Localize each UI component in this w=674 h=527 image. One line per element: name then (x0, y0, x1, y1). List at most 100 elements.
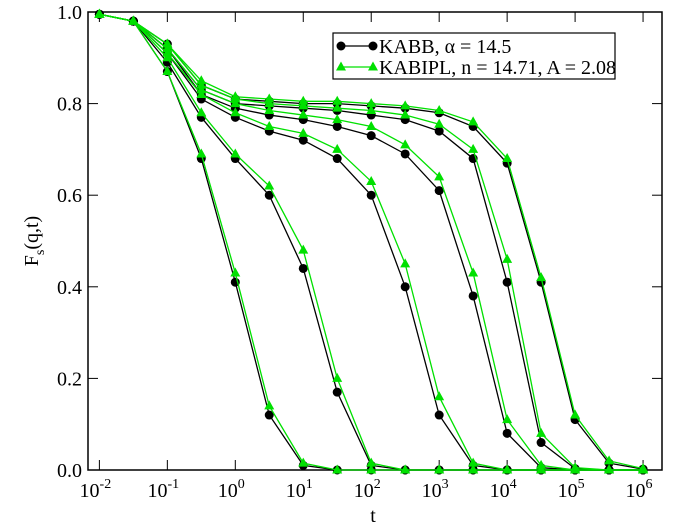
data-point (502, 253, 513, 263)
x-tick-exponent: -2 (100, 477, 112, 492)
data-point (162, 52, 173, 62)
data-point (298, 244, 309, 254)
data-point (536, 438, 546, 448)
data-point (230, 267, 241, 277)
plot-frame (87, 11, 663, 471)
x-tick-base: 10 (80, 480, 100, 502)
data-point (264, 410, 274, 420)
x-tick-label: 106 (626, 477, 653, 502)
legend-marker (368, 41, 378, 51)
y-tick-label: 0.8 (57, 94, 82, 116)
y-tick-label: 0.4 (57, 277, 82, 299)
data-point (400, 139, 411, 149)
data-point (638, 463, 649, 473)
curve-line (99, 13, 644, 471)
data-point (196, 84, 207, 94)
data-point (196, 148, 207, 158)
data-point (264, 121, 275, 130)
data-point (332, 143, 343, 153)
x-tick-base: 10 (422, 480, 442, 502)
x-tick-label: 10-1 (148, 477, 180, 502)
data-point (536, 464, 547, 474)
legend-label: KABIPL, n = 14.71, A = 2.08 (379, 57, 616, 79)
data-point (332, 387, 342, 397)
data-point (332, 464, 343, 474)
x-tick-exponent: 3 (442, 477, 449, 492)
data-point (332, 95, 343, 105)
curve-line (99, 13, 644, 471)
data-point (366, 175, 377, 185)
data-point (298, 95, 309, 105)
curve-line (99, 13, 644, 470)
curve-line (99, 13, 644, 471)
data-point (366, 190, 376, 200)
curve-line (99, 13, 644, 471)
x-tick-exponent: -1 (168, 477, 180, 492)
x-tick-label: 10-2 (80, 477, 112, 502)
data-point (434, 104, 445, 114)
data-point (502, 414, 513, 424)
x-tick-base: 10 (286, 480, 306, 502)
data-point (536, 427, 547, 437)
data-point (298, 263, 308, 273)
x-tick-exponent: 6 (646, 477, 653, 492)
y-tick-label: 0.0 (57, 460, 82, 482)
x-tick-label: 104 (490, 477, 517, 502)
x-tick-label: 102 (354, 477, 381, 502)
data-point (264, 180, 275, 190)
data-point (332, 154, 342, 164)
x-tick-exponent: 2 (374, 477, 381, 492)
data-point (162, 38, 173, 48)
data-point (604, 464, 615, 474)
x-tick-base: 10 (148, 480, 168, 502)
data-point (298, 109, 309, 119)
data-point (400, 149, 410, 159)
data-point (196, 88, 207, 98)
data-point (162, 43, 173, 53)
curve-line (99, 13, 644, 471)
x-tick-base: 10 (558, 480, 578, 502)
data-point (366, 98, 377, 108)
curve-line (99, 13, 644, 471)
x-tick-exponent: 0 (238, 477, 245, 492)
data-point (400, 109, 411, 119)
data-point (264, 400, 275, 410)
data-point (570, 462, 581, 472)
data-point (230, 148, 241, 158)
x-tick-base: 10 (626, 480, 646, 502)
x-tick-label: 101 (286, 477, 313, 502)
x-tick-base: 10 (218, 480, 238, 502)
data-point (366, 104, 377, 114)
data-point (366, 131, 376, 141)
curve-line (99, 13, 644, 471)
data-point (604, 455, 615, 465)
x-tick-label: 103 (422, 477, 449, 502)
data-point (468, 143, 479, 153)
data-point (230, 107, 241, 117)
data-point (434, 410, 444, 420)
x-tick-exponent: 4 (510, 477, 517, 492)
data-point (536, 459, 547, 469)
data-point (468, 464, 479, 474)
data-point (468, 291, 478, 301)
data-point (298, 135, 308, 145)
data-point (94, 8, 105, 18)
data-point (332, 122, 342, 131)
data-point (196, 75, 207, 85)
data-point (230, 98, 241, 108)
data-point (502, 153, 513, 163)
data-point (400, 282, 410, 292)
data-point (468, 116, 479, 126)
data-point (536, 272, 547, 282)
curve-line (99, 13, 644, 471)
data-point (400, 258, 411, 268)
data-point (400, 464, 411, 474)
data-point (298, 457, 309, 467)
data-point (434, 391, 445, 401)
data-point (128, 15, 139, 25)
data-point (468, 267, 479, 277)
y-axis-label: Fs(q,t) (21, 216, 48, 266)
data-point (230, 91, 241, 101)
data-point (366, 457, 377, 467)
data-point (366, 121, 377, 130)
